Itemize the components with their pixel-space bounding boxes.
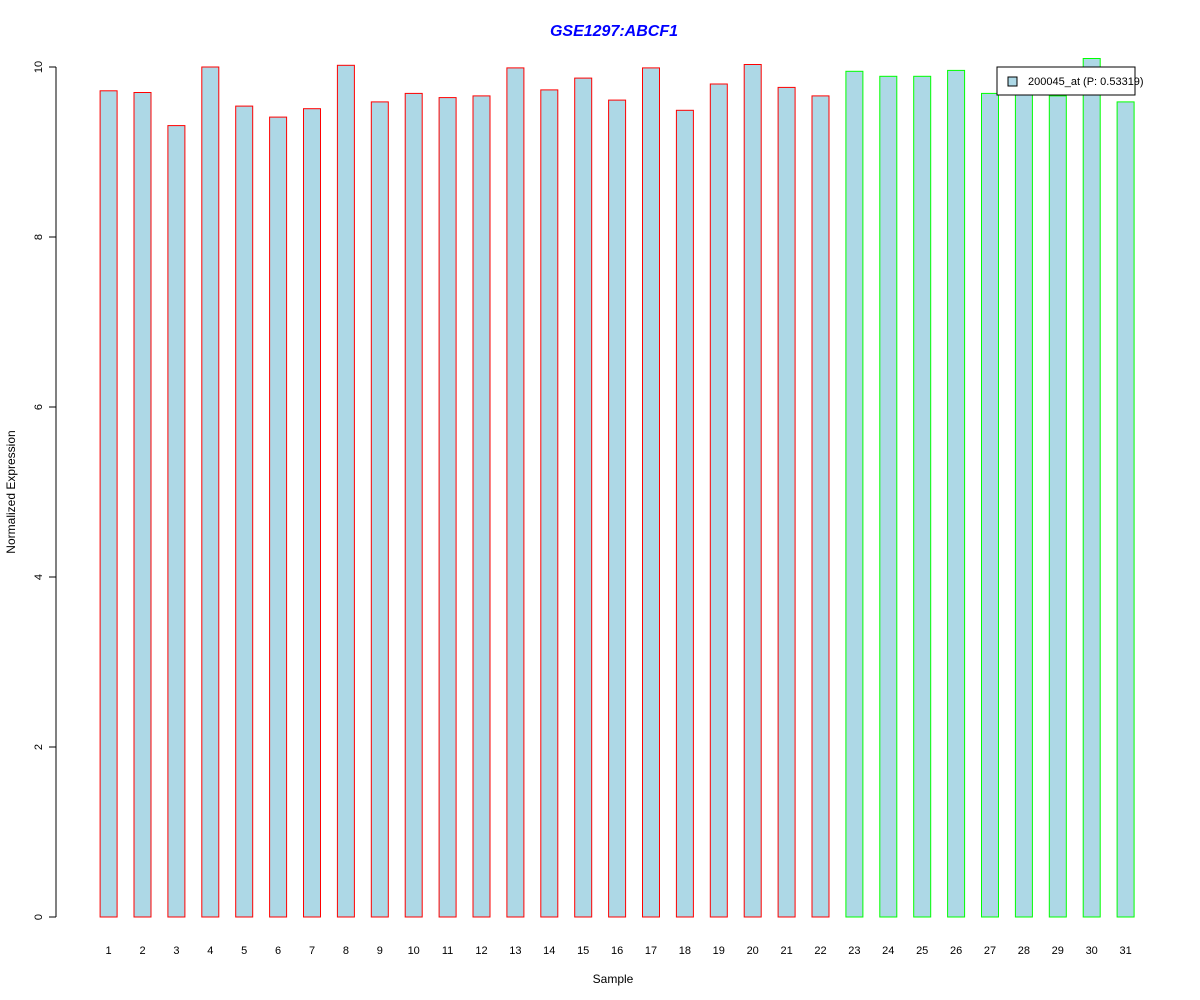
bar-sample-16 [608, 99, 627, 918]
bar-sample-17 [642, 67, 660, 918]
x-tick-label: 10 [408, 945, 420, 957]
bar-sample-11 [438, 97, 457, 918]
x-tick-label: 25 [916, 945, 928, 957]
x-tick-label: 20 [747, 945, 759, 957]
y-tick-label: 4 [33, 574, 45, 580]
x-tick-label: 29 [1052, 945, 1064, 957]
bar-sample-14 [540, 89, 559, 918]
bar-sample-29 [1048, 95, 1067, 918]
x-tick-label: 26 [950, 945, 962, 957]
legend: 200045_at (P: 0.53319) [996, 66, 1144, 96]
x-axis-label: Sample [593, 972, 634, 986]
bar-sample-4 [201, 66, 220, 918]
y-tick-label: 2 [33, 744, 45, 750]
x-tick-label: 17 [645, 945, 657, 957]
x-tick-label: 14 [543, 945, 555, 957]
x-tick-labels: 1 2 3 4 5 6 7 8 9 10 11 12 13 14 15 16 17 18 19 20 21 22 23 24 2… [106, 945, 1132, 957]
bar-sample-23 [845, 70, 864, 918]
bars-group [99, 58, 1135, 918]
x-tick-label: 2 [139, 945, 145, 957]
x-tick-label: 23 [848, 945, 860, 957]
x-tick-label: 31 [1119, 945, 1131, 957]
x-tick-label: 21 [780, 945, 792, 957]
x-tick-label: 16 [611, 945, 623, 957]
bar-sample-9 [370, 101, 389, 918]
y-axis-label: Normalized Expression [4, 430, 18, 553]
legend-label: 200045_at (P: 0.53319) [1028, 76, 1144, 88]
bar-sample-2 [133, 92, 152, 918]
y-tick-label: 0 [33, 914, 45, 920]
bar-sample-1 [99, 90, 118, 918]
y-tick-label: 10 [33, 61, 45, 73]
x-tick-label: 12 [475, 945, 487, 957]
x-tick-label: 15 [577, 945, 589, 957]
x-tick-label: 24 [882, 945, 894, 957]
x-tick-label: 22 [814, 945, 826, 957]
bar-sample-26 [947, 69, 966, 918]
y-tick-label: 6 [33, 404, 45, 410]
bar-sample-3 [167, 125, 186, 918]
bar-sample-25 [913, 75, 932, 918]
bar-sample-10 [404, 92, 423, 918]
bar-sample-22 [811, 95, 830, 918]
y-axis: 0 2 4 6 8 10 [33, 61, 57, 920]
bar-sample-30 [1082, 58, 1101, 918]
legend-box [996, 66, 1136, 96]
bar-sample-31 [1116, 101, 1135, 918]
x-tick-label: 28 [1018, 945, 1030, 957]
y-tick-label: 8 [33, 234, 45, 240]
bar-sample-27 [981, 92, 999, 918]
x-tick-label: 4 [207, 945, 213, 957]
chart-title: GSE1297:ABCF1 [550, 23, 678, 40]
x-tick-label: 5 [241, 945, 247, 957]
x-tick-label: 18 [679, 945, 691, 957]
bar-sample-6 [269, 116, 288, 918]
x-tick-label: 13 [509, 945, 521, 957]
bar-sample-18 [675, 109, 694, 918]
x-tick-label: 9 [377, 945, 383, 957]
x-tick-label: 30 [1086, 945, 1098, 957]
bar-sample-21 [777, 86, 796, 918]
x-tick-label: 8 [343, 945, 349, 957]
x-tick-label: 19 [713, 945, 725, 957]
bar-sample-28 [1014, 92, 1033, 918]
bar-sample-15 [574, 77, 593, 918]
x-tick-label: 3 [173, 945, 179, 957]
legend-swatch [1007, 76, 1018, 87]
bar-sample-7 [303, 108, 321, 918]
bar-sample-12 [472, 95, 491, 918]
x-tick-label: 27 [984, 945, 996, 957]
bar-sample-19 [709, 83, 728, 918]
bar-sample-24 [879, 75, 898, 918]
bar-sample-5 [235, 105, 254, 918]
x-tick-label: 6 [275, 945, 281, 957]
bar-sample-8 [336, 64, 355, 918]
bar-sample-13 [506, 67, 525, 918]
x-tick-label: 1 [106, 945, 112, 957]
x-tick-label: 11 [442, 945, 453, 957]
bar-sample-20 [743, 64, 762, 918]
x-tick-label: 7 [309, 945, 315, 957]
